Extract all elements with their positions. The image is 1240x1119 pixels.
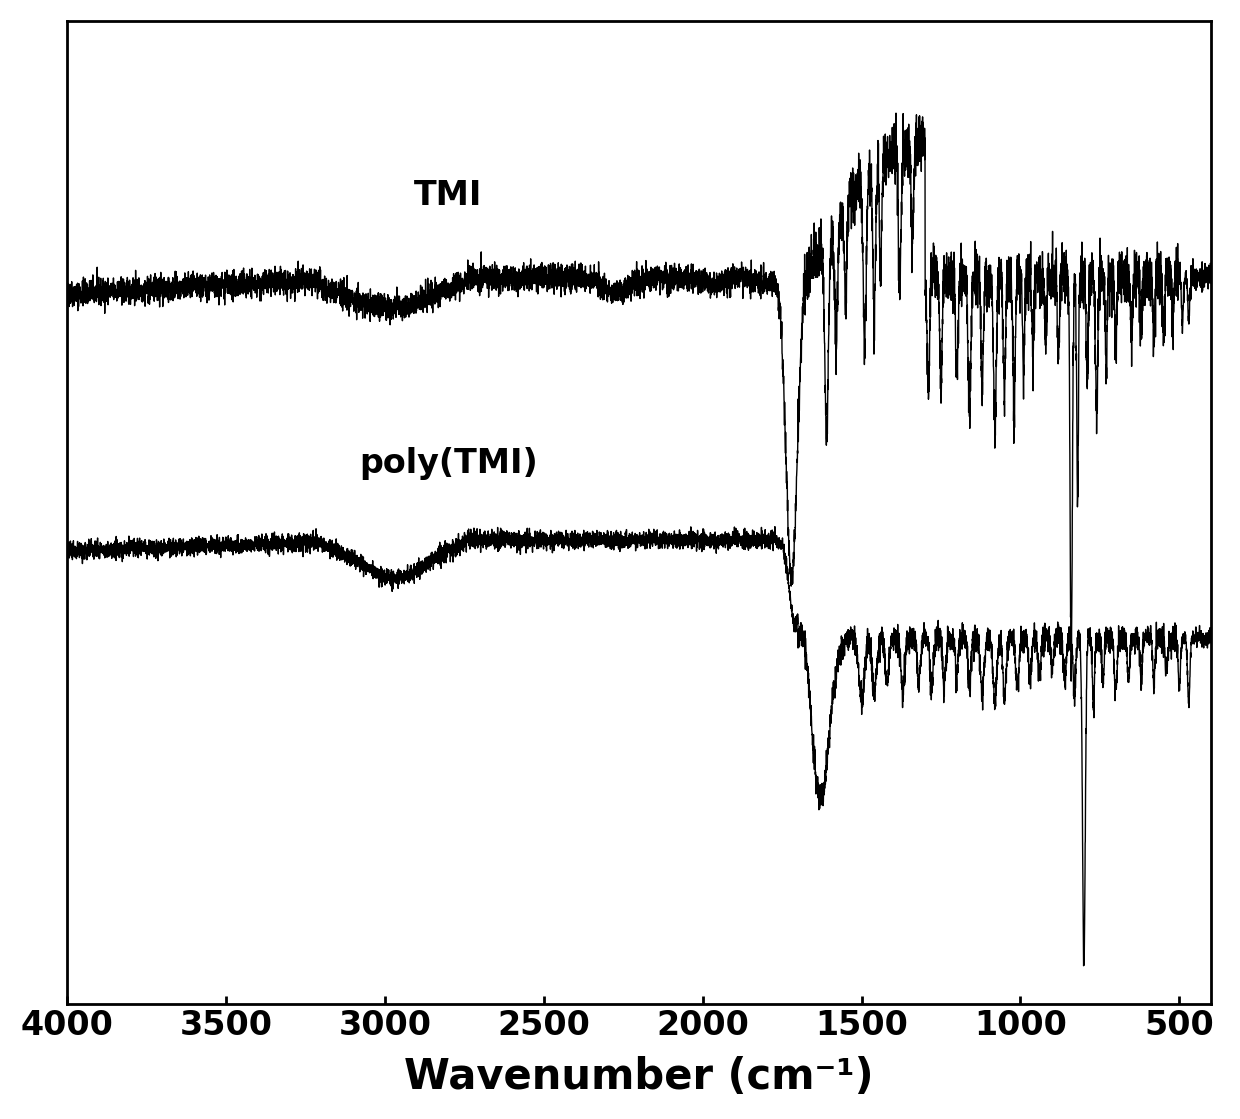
Text: poly(TMI): poly(TMI) (360, 448, 538, 480)
X-axis label: Wavenumber (cm⁻¹): Wavenumber (cm⁻¹) (404, 1056, 874, 1098)
Text: TMI: TMI (414, 179, 482, 213)
